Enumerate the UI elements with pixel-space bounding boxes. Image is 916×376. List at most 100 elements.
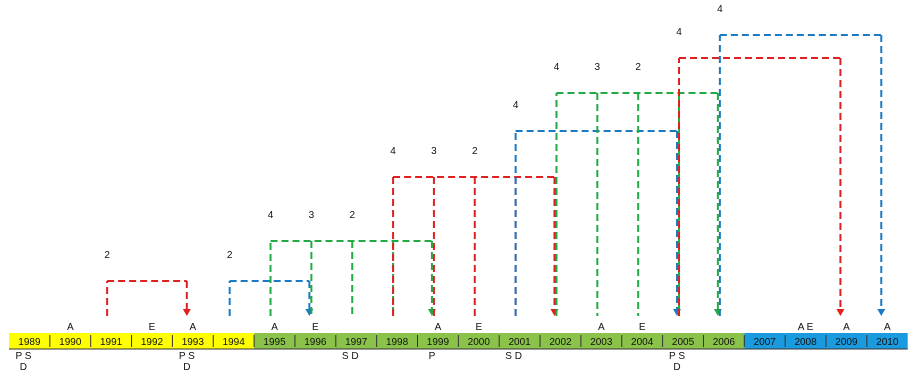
arc-label: 3 — [309, 210, 315, 221]
year-label: 2002 — [549, 337, 572, 348]
year-cell-bg — [376, 333, 418, 349]
year-cell: 2004 — [621, 333, 663, 349]
year-cell: 1996 — [294, 333, 336, 349]
year-label: 2003 — [590, 337, 613, 348]
year-cell-bg — [254, 333, 295, 349]
arc-path: 4 — [717, 4, 886, 316]
above-mark: E — [475, 322, 482, 333]
above-mark: A — [598, 322, 605, 333]
year-cell: 1992 — [131, 333, 173, 349]
arc-label: 2 — [349, 210, 355, 221]
arc-path: 4 3 2 — [268, 210, 436, 316]
arrow-head-icon — [877, 309, 886, 316]
arc-label: 2 — [227, 250, 233, 261]
year-cell: 1994 — [212, 333, 255, 349]
year-cell-bg — [744, 333, 786, 349]
year-cell: 2005 — [662, 333, 704, 349]
year-cell-bg — [785, 333, 826, 349]
year-label: 1995 — [263, 337, 286, 348]
year-cell: 1989 — [9, 333, 50, 349]
arcs-layer: 2 2 4 3 2 4 3 2 4 4 3 2 4 4 — [104, 4, 886, 316]
arc-path: 4 3 2 — [390, 146, 559, 316]
year-label: 1996 — [304, 337, 327, 348]
arc-path: 2 — [104, 250, 191, 316]
above-mark: A — [843, 322, 850, 333]
above-mark: A — [435, 322, 442, 333]
year-cell: 1995 — [253, 333, 295, 349]
year-cell-bg — [580, 333, 622, 349]
year-label: 2000 — [468, 337, 491, 348]
above-mark: A — [67, 322, 74, 333]
year-cell: 1999 — [417, 333, 459, 349]
year-cell: 2003 — [580, 333, 622, 349]
year-label: 1992 — [141, 337, 164, 348]
above-mark: A E — [798, 322, 814, 333]
year-cell-bg — [9, 333, 50, 349]
above-mark: A — [189, 322, 196, 333]
below-mark: P S — [669, 351, 685, 362]
year-label: 1994 — [223, 337, 246, 348]
year-cell: 2007 — [743, 333, 786, 349]
year-cell-bg — [662, 333, 704, 349]
arrow-head-icon — [182, 309, 191, 316]
below-mark: P — [429, 351, 436, 362]
below-mark: P S — [179, 351, 195, 362]
year-cell-bg — [540, 333, 581, 349]
year-label: 1990 — [59, 337, 82, 348]
below-mark: D — [20, 362, 27, 373]
year-cell-bg — [90, 333, 132, 349]
year-label: 2004 — [631, 337, 654, 348]
arc-label: 3 — [431, 146, 437, 157]
year-cell-bg — [866, 333, 908, 349]
arc-label: 3 — [595, 62, 601, 73]
below-mark: S D — [342, 351, 359, 362]
year-cell: 1990 — [49, 333, 91, 349]
year-cell-bg — [499, 333, 541, 349]
timeline-bar: 1989 1990 1991 1992 1993 1994 1995 1996 1997 1998… — [9, 333, 908, 350]
above-mark: E — [149, 322, 156, 333]
year-cell: 1997 — [335, 333, 377, 349]
arc-path: 4 — [676, 27, 845, 316]
year-cell-bg — [826, 333, 867, 349]
year-cell: 2009 — [825, 333, 867, 349]
arc-label: 4 — [390, 146, 396, 157]
year-label: 2010 — [876, 337, 899, 348]
year-cell: 2008 — [784, 333, 826, 349]
year-cell-bg — [49, 333, 91, 349]
year-cell: 2000 — [457, 333, 500, 349]
year-cell: 2010 — [866, 333, 908, 349]
below-mark: D — [673, 362, 680, 373]
year-label: 1991 — [100, 337, 123, 348]
above-mark: E — [639, 322, 646, 333]
above-mark: A — [271, 322, 278, 333]
year-cell-bg — [294, 333, 336, 349]
arc-label: 4 — [268, 210, 274, 221]
year-label: 2009 — [835, 337, 858, 348]
year-label: 1993 — [182, 337, 205, 348]
year-label: 2007 — [754, 337, 777, 348]
arc-label: 2 — [104, 250, 110, 261]
arc-label: 2 — [635, 62, 641, 73]
year-cell-bg — [621, 333, 663, 349]
year-label: 1998 — [386, 337, 409, 348]
below-mark: P S — [15, 351, 31, 362]
arrow-head-icon — [836, 309, 845, 316]
year-cell-bg — [213, 333, 255, 349]
arc-label: 4 — [717, 4, 723, 15]
year-cell-bg — [458, 333, 500, 349]
year-label: 1989 — [18, 337, 41, 348]
arc-path: 4 3 2 — [554, 62, 722, 316]
year-cell: 2001 — [498, 333, 541, 349]
below-mark: D — [183, 362, 190, 373]
year-cell-bg — [703, 333, 745, 349]
year-cell: 1993 — [171, 333, 214, 349]
year-cell: 1991 — [90, 333, 132, 349]
arc-label: 2 — [472, 146, 478, 157]
below-mark: S D — [505, 351, 522, 362]
year-cell-bg — [335, 333, 377, 349]
year-cell: 1998 — [376, 333, 418, 349]
year-cell-bg — [417, 333, 459, 349]
arc-label: 4 — [554, 62, 560, 73]
